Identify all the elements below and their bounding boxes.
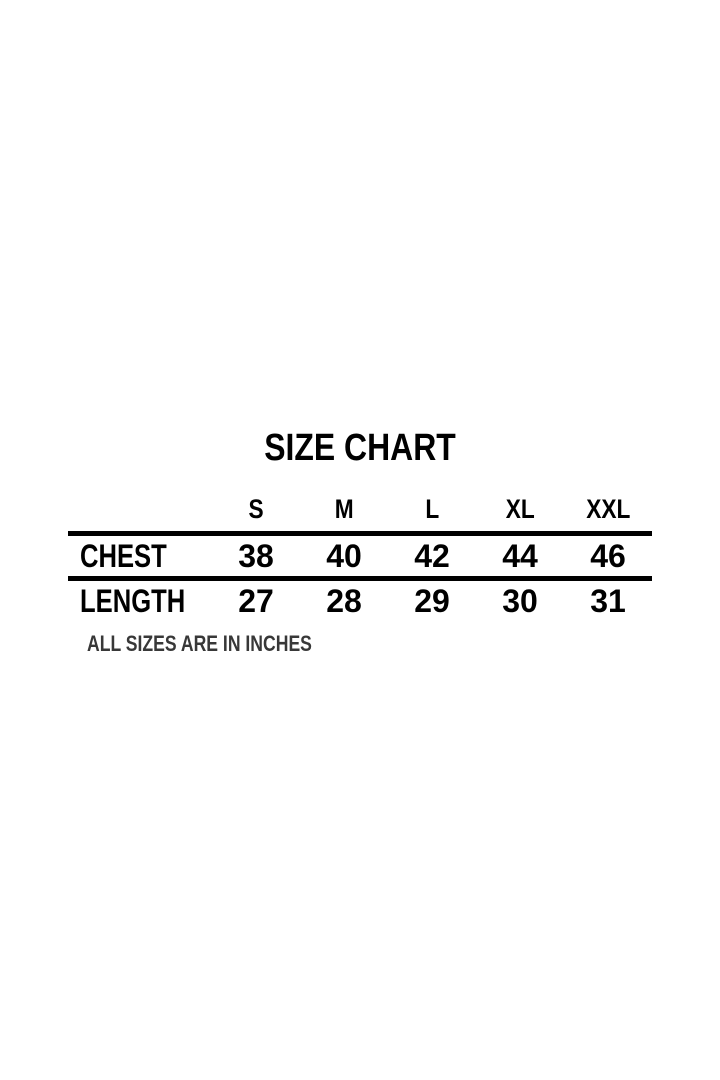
column-header-m: M — [334, 494, 354, 524]
table-row-chest: CHEST 38 40 42 44 46 — [68, 536, 652, 576]
column-header-s: S — [248, 494, 264, 524]
column-header-xxl: XXL — [585, 494, 631, 524]
column-header-l: L — [425, 494, 439, 524]
row-label-chest: CHEST — [80, 538, 167, 574]
chest-value-l: 42 — [414, 538, 450, 574]
chest-value-m: 40 — [326, 538, 362, 574]
units-note: ALL SIZES ARE IN INCHES — [87, 633, 368, 655]
chest-value-s: 38 — [238, 538, 274, 574]
units-note-text: ALL SIZES ARE IN INCHES — [87, 631, 312, 656]
length-value-m: 28 — [326, 583, 362, 619]
table-row-length: LENGTH 27 28 29 30 31 — [68, 581, 652, 621]
page-title: SIZE CHART — [68, 429, 652, 467]
chest-value-xl: 44 — [502, 538, 538, 574]
length-value-s: 27 — [238, 583, 274, 619]
column-header-xl: XL — [505, 494, 535, 524]
size-table-header-row: S M L XL XXL — [68, 487, 652, 531]
page-title-text: SIZE CHART — [264, 427, 456, 469]
table-divider-top — [68, 531, 652, 536]
chest-value-xxl: 46 — [590, 538, 626, 574]
length-value-xl: 30 — [502, 583, 538, 619]
table-divider-middle — [68, 576, 652, 581]
size-table: S M L XL XXL CHEST 38 40 42 44 46 LENGTH… — [68, 487, 652, 621]
length-value-xxl: 31 — [590, 583, 626, 619]
row-label-length: LENGTH — [80, 583, 186, 619]
length-value-l: 29 — [414, 583, 450, 619]
